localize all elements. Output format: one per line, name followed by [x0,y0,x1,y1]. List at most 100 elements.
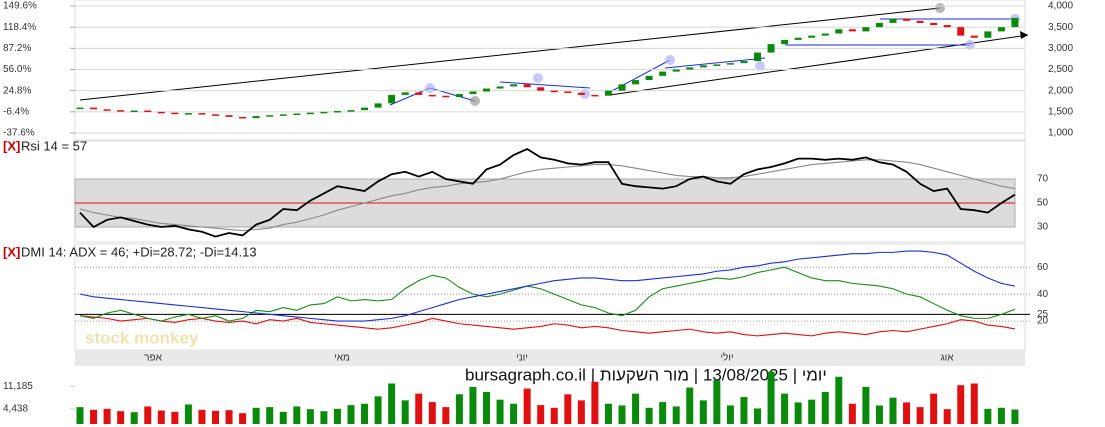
volume-bar [618,405,626,424]
y-tick-label: 3,500 [1048,22,1073,33]
candle [239,116,247,119]
volume-bar [1011,409,1019,424]
candle [171,112,179,115]
volume-bar [144,406,152,424]
candle [279,114,287,116]
close-button[interactable]: [X] [3,138,20,153]
volume-bar [225,410,233,424]
volume-bar [469,386,477,424]
candle [984,31,992,38]
close-button[interactable]: [X] [3,244,20,259]
volume-bar [875,405,883,424]
candle [130,110,138,113]
candle [266,115,274,117]
candle [903,18,911,21]
y2-tick-label: 24.8% [3,85,31,96]
candle [184,113,192,115]
volume-bar [726,405,734,424]
footer: יומי | 13/08/2025 | מור השקעות | bursagr… [465,365,827,384]
watermark: stock monkey [85,328,199,347]
y-tick-label: 1,500 [1048,106,1073,117]
volume-bar [808,399,816,424]
candle [686,67,694,70]
candle [699,65,707,68]
pivot [470,96,480,106]
volume-bar [848,403,856,424]
candle [455,94,463,98]
volume-bar [320,411,328,424]
candle [754,52,761,62]
volume-bar [361,403,369,424]
volume-bar [266,407,274,424]
y-tick-label: 50 [1037,198,1049,209]
candle [198,113,206,115]
candle [916,20,924,23]
volume-bar [889,397,897,424]
candle [726,63,734,65]
candle [483,88,490,92]
volume-bar [374,396,382,424]
volume-bar [740,397,748,424]
candle [306,112,314,115]
candle [821,33,829,36]
trend-line [79,7,941,101]
x-tick-label: אוג [940,353,954,364]
pivot [755,61,765,71]
x-tick-label: מאי [334,353,350,364]
y-tick-label: 30 [1037,222,1049,233]
candle [225,115,233,117]
candle [401,92,409,95]
y-tick-label: 2,500 [1048,64,1073,75]
volume-bar [997,407,1005,424]
volume-bar [117,411,125,424]
date-strip [75,350,1025,366]
volume-bar [293,406,301,424]
volume-bar [306,409,314,424]
candle [442,95,450,98]
volume-bar [415,393,423,424]
candle [604,90,612,96]
rsi-title: Rsi 14 = 57 [21,138,87,153]
candle [672,69,680,72]
candle [970,35,978,38]
candle [333,110,341,113]
candle [862,27,870,32]
y-tick-label: 4,000 [1048,1,1073,12]
volume-bar [157,410,165,424]
candle [361,107,369,111]
volume-bar [428,402,436,424]
volume-bar [686,387,694,424]
candle [320,111,328,114]
volume-bar [90,409,98,424]
volume-bar [171,411,179,424]
y-tick-label: 70 [1037,174,1049,185]
candle [550,90,558,93]
candle [767,44,775,53]
series-line [79,250,1016,322]
series-line [79,266,1016,322]
y2-tick-label: 149.6% [3,1,37,12]
series-line [79,159,1016,232]
dmi-title: DMI 14: ADX = 46; +Di=28.72; -Di=14.13 [21,244,257,259]
candle [510,84,518,87]
candle [496,86,504,89]
volume-bar [496,399,504,424]
y-tick-label: 60 [1037,262,1049,273]
volume-bar [957,385,965,424]
volume-bar [767,371,775,424]
y-tick-label: 1,000 [1048,128,1073,139]
candle [103,109,111,111]
pivot [580,89,590,99]
x-tick-label: אפר [144,353,162,364]
volume-bar [388,383,396,424]
volume-bar [943,409,951,424]
volume-bar [455,394,463,424]
y-tick-label: 11,185 [3,381,33,392]
candle [848,29,856,32]
volume-bar [794,402,802,424]
volume-bar [252,407,260,424]
volume-bar [984,408,992,424]
candle [794,37,802,40]
volume-bar [632,393,640,424]
